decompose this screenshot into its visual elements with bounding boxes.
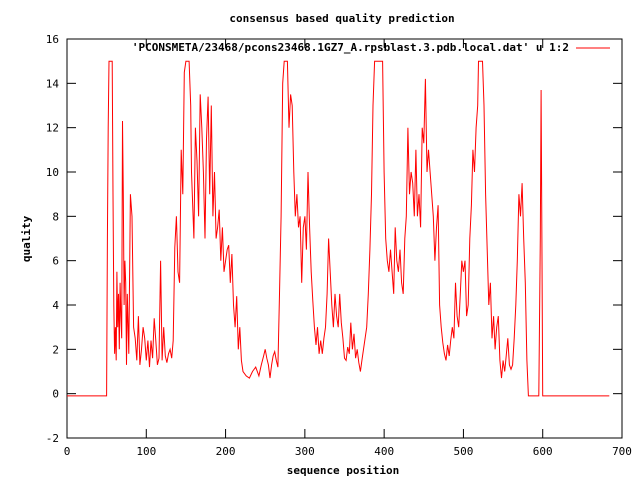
y-tick-label: 12 bbox=[46, 122, 59, 135]
x-tick-label: 700 bbox=[612, 445, 632, 458]
x-tick-label: 300 bbox=[295, 445, 315, 458]
x-tick-label: 600 bbox=[533, 445, 553, 458]
x-tick-label: 100 bbox=[136, 445, 156, 458]
plot-border bbox=[66, 38, 623, 439]
x-tick-label: 500 bbox=[453, 445, 473, 458]
y-tick-label: 14 bbox=[46, 77, 60, 90]
x-axis-label: sequence position bbox=[287, 464, 400, 477]
legend-label: 'PCONSMETA/23468/pcons23468.1GZ7_A.rpsbl… bbox=[132, 41, 569, 54]
axes: -2 0 2 4 6 8 10 12 14 16 0 100 200 300 400 500 600 700 bbox=[46, 33, 632, 458]
y-axis-label: quality bbox=[20, 215, 33, 262]
legend: 'PCONSMETA/23468/pcons23468.1GZ7_A.rpsbl… bbox=[132, 41, 610, 54]
y-tick-label: 6 bbox=[52, 255, 59, 268]
y-tick-label: 8 bbox=[52, 210, 59, 223]
y-tick-label: 0 bbox=[52, 388, 59, 401]
x-tick-label: 200 bbox=[216, 445, 236, 458]
y-tick-label: 16 bbox=[46, 33, 59, 46]
chart-title: consensus based quality prediction bbox=[229, 12, 454, 25]
series-line bbox=[67, 60, 610, 397]
y-tick-label: 10 bbox=[46, 166, 59, 179]
y-tick-label: 2 bbox=[52, 343, 59, 356]
y-tick-label: -2 bbox=[46, 432, 59, 445]
x-tick-label: 400 bbox=[374, 445, 394, 458]
y-tick-label: 4 bbox=[52, 299, 59, 312]
x-tick-label: 0 bbox=[64, 445, 71, 458]
